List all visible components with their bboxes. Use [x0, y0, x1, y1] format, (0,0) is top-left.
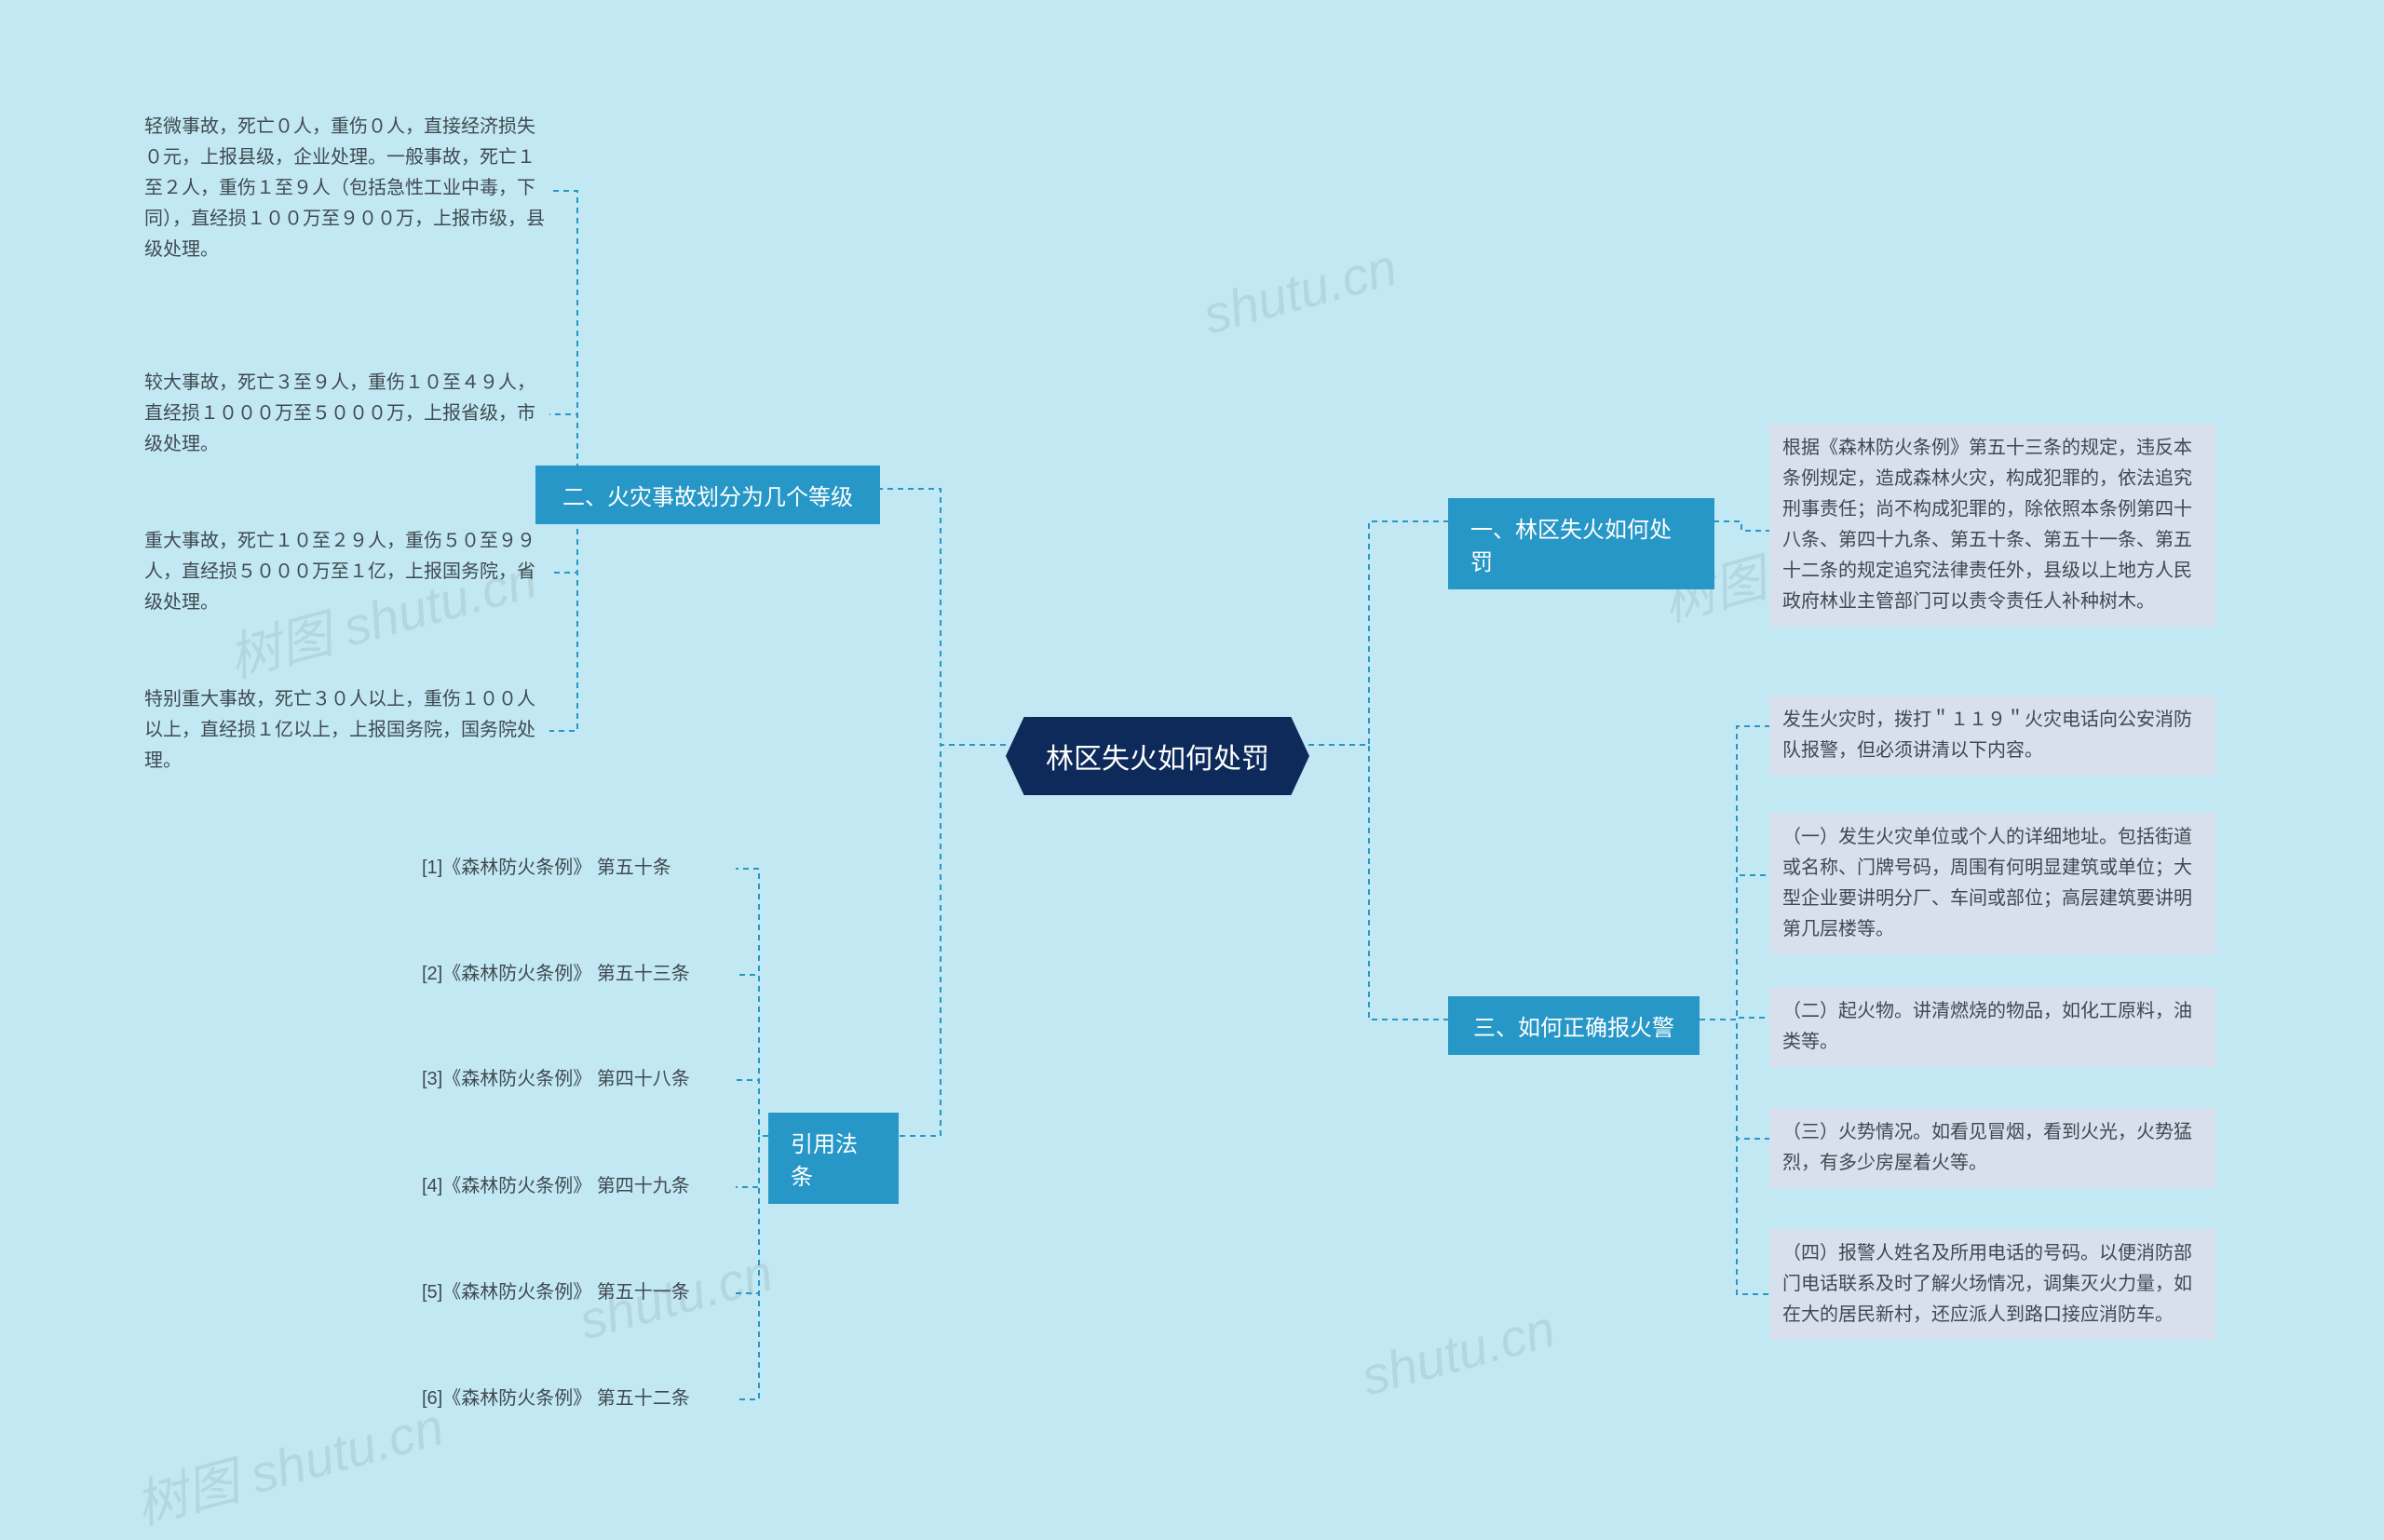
- leaf-node: 轻微事故，死亡０人，重伤０人，直接经济损失０元，上报县级，企业处理。一般事故，死…: [144, 112, 545, 265]
- branch-node-1: 一、林区失火如何处罚: [1448, 498, 1714, 589]
- watermark: shutu.cn: [1197, 236, 1402, 346]
- leaf-node: （三）火势情况。如看见冒烟，看到火光，火势猛烈，有多少房屋着火等。: [1769, 1108, 2216, 1188]
- leaf-node: （一）发生火灾单位或个人的详细地址。包括街道或名称、门牌号码，周围有何明显建筑或…: [1769, 813, 2216, 954]
- root-node: 林区失火如何处罚: [1006, 717, 1309, 795]
- branch-node-3: 三、如何正确报火警: [1448, 996, 1700, 1055]
- leaf-node: （二）起火物。讲清燃烧的物品，如化工原料，油类等。: [1769, 987, 2216, 1067]
- branch-node-2: 二、火灾事故划分为几个等级: [535, 466, 880, 524]
- leaf-node: [4]《森林防火条例》 第四十九条: [422, 1171, 729, 1202]
- leaf-node: 较大事故，死亡３至９人，重伤１０至４９人，直经损１０００万至５０００万，上报省级…: [144, 368, 545, 460]
- branch-node-4: 引用法条: [768, 1113, 899, 1204]
- leaf-node: 发生火灾时，拨打＂１１９＂火灾电话向公安消防队报警，但必须讲清以下内容。: [1769, 696, 2216, 776]
- leaf-node: 重大事故，死亡１０至２９人，重伤５０至９９人，直经损５０００万至１亿，上报国务院…: [144, 526, 545, 618]
- watermark: shutu.cn: [1355, 1298, 1561, 1408]
- leaf-node: （四）报警人姓名及所用电话的号码。以便消防部门电话联系及时了解火场情况，调集灭火…: [1769, 1229, 2216, 1340]
- leaf-node: [1]《森林防火条例》 第五十条: [422, 853, 729, 884]
- leaf-node: [2]《森林防火条例》 第五十三条: [422, 959, 729, 990]
- leaf-node: [6]《森林防火条例》 第五十二条: [422, 1384, 729, 1414]
- leaf-node: 根据《森林防火条例》第五十三条的规定，违反本条例规定，造成森林火灾，构成犯罪的，…: [1769, 424, 2216, 627]
- leaf-node: [5]《森林防火条例》 第五十一条: [422, 1277, 729, 1308]
- leaf-node: [3]《森林防火条例》 第四十八条: [422, 1064, 729, 1095]
- leaf-node: 特别重大事故，死亡３０人以上，重伤１００人以上，直经损１亿以上，上报国务院，国务…: [144, 684, 545, 777]
- watermark: 树图 shutu.cn: [126, 1385, 451, 1539]
